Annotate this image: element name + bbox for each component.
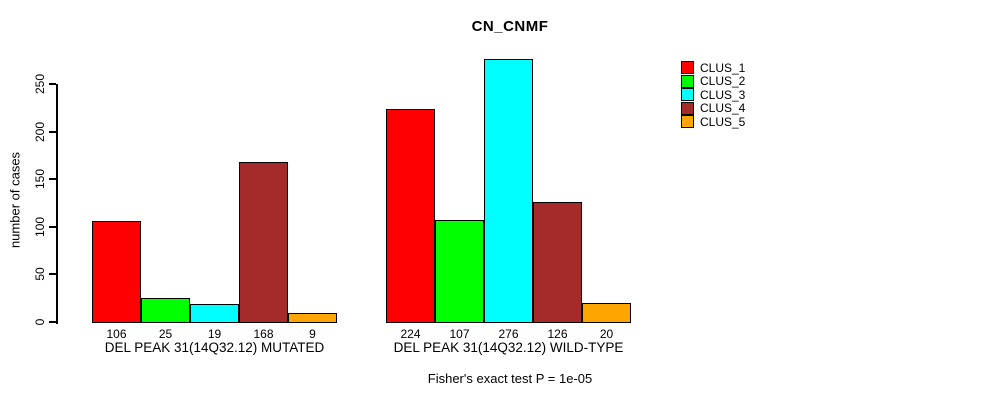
legend-label: CLUS_3 — [700, 87, 746, 102]
bar-clus_2 — [435, 220, 484, 324]
y-tick-label: 200 — [33, 121, 47, 142]
bar-value-label: 276 — [498, 327, 519, 341]
bar-value-label: 9 — [309, 327, 316, 341]
bar-value-label: 19 — [207, 327, 222, 341]
bar-value-label: 20 — [599, 327, 614, 341]
y-tick-label: 0 — [33, 318, 47, 326]
bar-clus_1 — [92, 221, 141, 324]
bar-value-label: 107 — [449, 327, 470, 341]
legend-swatch-icon — [681, 74, 694, 88]
chart-title: CN_CNMF — [471, 18, 549, 35]
legend-row: CLUS_4 — [681, 101, 746, 116]
y-tick — [49, 130, 56, 133]
bar-clus_4 — [533, 202, 582, 324]
legend-row: CLUS_5 — [681, 115, 745, 129]
y-tick — [49, 225, 56, 228]
y-tick — [49, 273, 56, 276]
legend-swatch-icon — [681, 115, 694, 129]
x-category-label: DEL PEAK 31(14Q32.12) WILD-TYPE — [393, 340, 624, 355]
y-axis-line — [56, 84, 58, 324]
bar-value-label: 25 — [158, 327, 173, 341]
bar-value-label: 106 — [106, 327, 127, 341]
bar-value-label: 126 — [547, 327, 568, 341]
y-tick-label: 50 — [33, 267, 47, 282]
legend-swatch-icon — [681, 61, 694, 75]
legend: CLUS_1 CLUS_2 CLUS_3 CLUS_4 CLUS_5 — [681, 61, 745, 129]
bar-clus_4 — [239, 162, 288, 324]
bar-clus_2 — [141, 298, 190, 324]
y-tick — [49, 178, 56, 181]
bar-clus_3 — [484, 59, 533, 324]
legend-swatch-icon — [681, 101, 694, 115]
y-tick-label: 150 — [33, 169, 47, 190]
y-tick-label: 100 — [33, 216, 47, 237]
y-tick — [49, 321, 56, 323]
y-tick-label: 250 — [33, 73, 47, 95]
legend-row: CLUS_2 — [681, 74, 746, 89]
legend-label: CLUS_4 — [700, 101, 746, 116]
legend-label: CLUS_1 — [700, 60, 746, 75]
bar-clus_3 — [190, 303, 239, 324]
x-category-label: DEL PEAK 31(14Q32.12) MUTATED — [104, 340, 325, 355]
bar-clus_1 — [386, 108, 435, 324]
bar-value-label: 168 — [253, 327, 274, 341]
legend-row: CLUS_3 — [681, 88, 745, 102]
bar-value-label: 224 — [400, 327, 421, 341]
legend-swatch-icon — [681, 88, 694, 102]
y-tick — [49, 83, 56, 85]
bar-clus_5 — [288, 313, 337, 324]
legend-label: CLUS_5 — [700, 114, 746, 129]
annotation-text: Fisher's exact test P = 1e-05 — [427, 371, 593, 386]
legend-row: CLUS_1 — [681, 61, 745, 75]
legend-label: CLUS_2 — [700, 74, 746, 89]
bar-clus_5 — [582, 302, 631, 324]
